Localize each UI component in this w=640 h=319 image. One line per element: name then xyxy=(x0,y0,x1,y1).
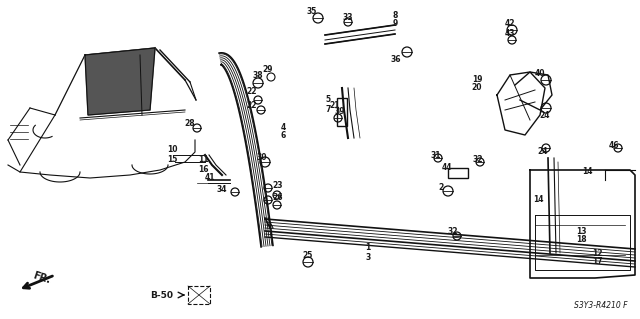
Text: 36: 36 xyxy=(391,56,401,64)
Text: 32: 32 xyxy=(448,227,458,236)
Text: B-50: B-50 xyxy=(150,291,173,300)
Text: 39: 39 xyxy=(335,108,345,116)
Text: 3: 3 xyxy=(365,254,371,263)
Text: 21: 21 xyxy=(330,101,340,110)
Text: 20: 20 xyxy=(472,84,483,93)
Polygon shape xyxy=(85,48,155,115)
Text: 34: 34 xyxy=(217,186,227,195)
Text: 9: 9 xyxy=(392,19,397,28)
Text: 43: 43 xyxy=(505,28,515,38)
Text: 25: 25 xyxy=(303,250,313,259)
Text: S3Y3-R4210 F: S3Y3-R4210 F xyxy=(575,300,628,309)
Bar xyxy=(448,168,468,178)
Text: 19: 19 xyxy=(472,76,483,85)
Text: 32: 32 xyxy=(473,154,483,164)
Text: 40: 40 xyxy=(535,70,545,78)
Text: 17: 17 xyxy=(592,257,602,266)
Text: 10: 10 xyxy=(167,145,177,154)
Text: 22: 22 xyxy=(247,100,257,109)
Text: 18: 18 xyxy=(576,235,586,244)
Text: 2: 2 xyxy=(438,183,444,192)
Text: 15: 15 xyxy=(167,154,177,164)
Text: 4: 4 xyxy=(280,122,285,131)
Text: 31: 31 xyxy=(431,151,441,160)
Text: 11: 11 xyxy=(198,155,208,165)
Text: 23: 23 xyxy=(273,181,284,189)
Text: 41: 41 xyxy=(205,174,215,182)
Text: 16: 16 xyxy=(198,165,208,174)
Text: 46: 46 xyxy=(609,140,620,150)
Text: 28: 28 xyxy=(185,118,195,128)
Text: 14: 14 xyxy=(532,196,543,204)
Bar xyxy=(337,98,347,126)
Text: 22: 22 xyxy=(247,87,257,97)
Text: 29: 29 xyxy=(263,65,273,75)
Text: 13: 13 xyxy=(576,227,586,236)
Text: 5: 5 xyxy=(325,95,331,105)
Bar xyxy=(188,286,210,304)
Text: 26: 26 xyxy=(273,194,284,203)
Text: 14: 14 xyxy=(582,167,592,176)
Text: 38: 38 xyxy=(253,70,263,79)
Text: FR.: FR. xyxy=(32,271,52,286)
Text: 8: 8 xyxy=(392,11,397,19)
Text: 7: 7 xyxy=(325,105,331,114)
Text: 24: 24 xyxy=(538,147,548,157)
Text: 44: 44 xyxy=(442,162,452,172)
Text: 6: 6 xyxy=(280,131,285,140)
Text: 24: 24 xyxy=(540,112,550,121)
Text: 42: 42 xyxy=(505,19,515,28)
Text: 33: 33 xyxy=(343,13,353,23)
Text: 35: 35 xyxy=(307,8,317,17)
Text: 30: 30 xyxy=(257,152,268,161)
Text: 12: 12 xyxy=(592,249,602,258)
Text: 1: 1 xyxy=(365,243,371,253)
